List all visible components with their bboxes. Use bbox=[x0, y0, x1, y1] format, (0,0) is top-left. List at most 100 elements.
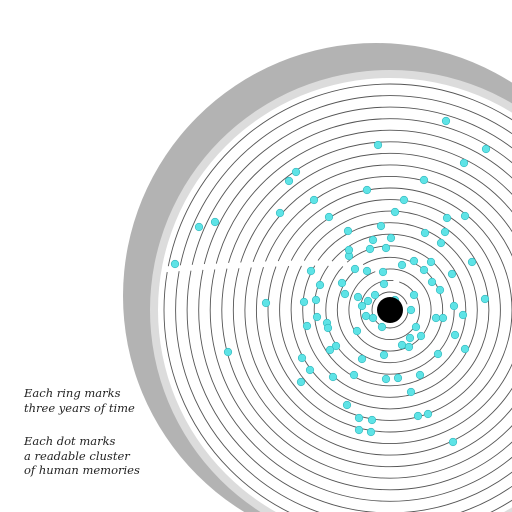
cyan-memory-dot bbox=[448, 437, 458, 447]
cyan-memory-dot bbox=[467, 257, 477, 267]
cyan-memory-dot bbox=[393, 373, 403, 383]
cyan-memory-dot bbox=[344, 245, 354, 255]
time-ring bbox=[175, 95, 512, 512]
cyan-memory-dot bbox=[349, 370, 359, 380]
cyan-memory-dot bbox=[309, 195, 319, 205]
cyan-memory-dot bbox=[315, 280, 325, 290]
cyan-memory-dot bbox=[442, 213, 452, 223]
cyan-memory-dot bbox=[378, 267, 388, 277]
cyan-memory-dot bbox=[324, 212, 334, 222]
cyan-memory-dot bbox=[480, 294, 490, 304]
cyan-memory-dot bbox=[370, 290, 380, 300]
cyan-memory-dot bbox=[305, 365, 315, 375]
ring-legend-line-2: three years of time bbox=[24, 400, 135, 415]
cyan-memory-dot bbox=[366, 427, 376, 437]
time-ring bbox=[290, 210, 490, 410]
cyan-memory-dot bbox=[406, 387, 416, 397]
cyan-memory-dot bbox=[435, 285, 445, 295]
cyan-memory-dot bbox=[397, 340, 407, 350]
cyan-memory-dot bbox=[312, 312, 322, 322]
cyan-memory-dot bbox=[354, 413, 364, 423]
time-ring bbox=[186, 106, 512, 512]
cyan-memory-dot bbox=[431, 313, 441, 323]
time-ring bbox=[221, 141, 512, 479]
cyan-memory-dot bbox=[296, 377, 306, 387]
time-ring bbox=[302, 222, 478, 398]
time-ring bbox=[348, 268, 432, 352]
cyan-memory-dot bbox=[406, 305, 416, 315]
cyan-memory-dot bbox=[420, 228, 430, 238]
cyan-memory-dot bbox=[357, 354, 367, 364]
cyan-memory-dot bbox=[357, 301, 367, 311]
cyan-memory-dot bbox=[223, 347, 233, 357]
cyan-memory-dot bbox=[306, 266, 316, 276]
dot-legend-line-2: a readable cluster bbox=[24, 448, 130, 463]
cyan-memory-dot bbox=[275, 208, 285, 218]
center-group bbox=[377, 297, 403, 323]
cyan-memory-dot bbox=[459, 158, 469, 168]
cyan-memory-dot bbox=[379, 279, 389, 289]
cyan-memory-dot bbox=[302, 321, 312, 331]
cyan-memory-dot bbox=[404, 342, 414, 352]
cyan-memory-dot bbox=[373, 140, 383, 150]
time-ring bbox=[163, 83, 512, 512]
cyan-memory-dot bbox=[362, 266, 372, 276]
cyan-memory-dot bbox=[337, 278, 347, 288]
cyan-memory-dot bbox=[413, 411, 423, 421]
cyan-memory-dot bbox=[352, 326, 362, 336]
cyan-memory-dot bbox=[325, 345, 335, 355]
cyan-memory-dot bbox=[379, 350, 389, 360]
cyan-memory-dot bbox=[450, 330, 460, 340]
time-ring bbox=[279, 199, 501, 421]
cyan-memory-dot bbox=[381, 374, 391, 384]
cyan-memory-dot bbox=[419, 175, 429, 185]
cyan-memory-dot bbox=[440, 227, 450, 237]
cyan-memory-dot bbox=[368, 235, 378, 245]
cyan-memory-dot bbox=[362, 185, 372, 195]
cyan-memory-dot bbox=[368, 313, 378, 323]
cyan-memory-dot bbox=[210, 217, 220, 227]
cyan-memory-dot bbox=[343, 226, 353, 236]
time-ring bbox=[267, 187, 512, 433]
cyan-memory-dot bbox=[170, 259, 180, 269]
cyan-memory-dot bbox=[405, 333, 415, 343]
cyan-memory-dot bbox=[438, 313, 448, 323]
cyan-memory-dot bbox=[331, 341, 341, 351]
cyan-memory-dot bbox=[342, 400, 352, 410]
cyan-memory-dot bbox=[436, 238, 446, 248]
cyan-memory-dot bbox=[284, 176, 294, 186]
cyan-memory-dot bbox=[426, 257, 436, 267]
cyan-memory-dot bbox=[386, 233, 396, 243]
cyan-memory-dot bbox=[481, 144, 491, 154]
dot-legend-caption: Each dot marks a readable cluster of hum… bbox=[24, 434, 140, 478]
cyan-memory-dot bbox=[419, 265, 429, 275]
time-ring bbox=[209, 129, 512, 491]
cyan-memory-dot bbox=[376, 221, 386, 231]
cyan-memory-dot bbox=[409, 290, 419, 300]
cyan-memory-dot bbox=[377, 322, 387, 332]
cyan-memory-dot bbox=[299, 297, 309, 307]
cyan-memory-dot bbox=[409, 256, 419, 266]
cyan-memory-dot bbox=[416, 331, 426, 341]
time-ring bbox=[336, 256, 444, 364]
time-ring bbox=[244, 164, 512, 456]
dot-legend-line-3: of human memories bbox=[24, 463, 140, 477]
cyan-memory-dot bbox=[441, 116, 451, 126]
cyan-memory-dot bbox=[433, 349, 443, 359]
black-center-dot bbox=[377, 297, 403, 323]
cyan-memory-dot bbox=[291, 167, 301, 177]
cyan-memory-dot bbox=[458, 310, 468, 320]
cyan-memory-dot bbox=[367, 415, 377, 425]
cyan-memory-dot bbox=[354, 425, 364, 435]
dot-legend-line-1: Each dot marks bbox=[24, 434, 116, 448]
cyan-memory-dot bbox=[427, 277, 437, 287]
time-ring bbox=[198, 118, 512, 502]
ring-legend-caption: Each ring marks three years of time bbox=[24, 386, 135, 415]
ring-legend-line-1: Each ring marks bbox=[24, 386, 121, 400]
cyan-memory-dot bbox=[261, 298, 271, 308]
cyan-memory-dot bbox=[353, 292, 363, 302]
cyan-memory-dot bbox=[323, 323, 333, 333]
cyan-memory-dot bbox=[297, 353, 307, 363]
cyan-memory-dot bbox=[399, 195, 409, 205]
